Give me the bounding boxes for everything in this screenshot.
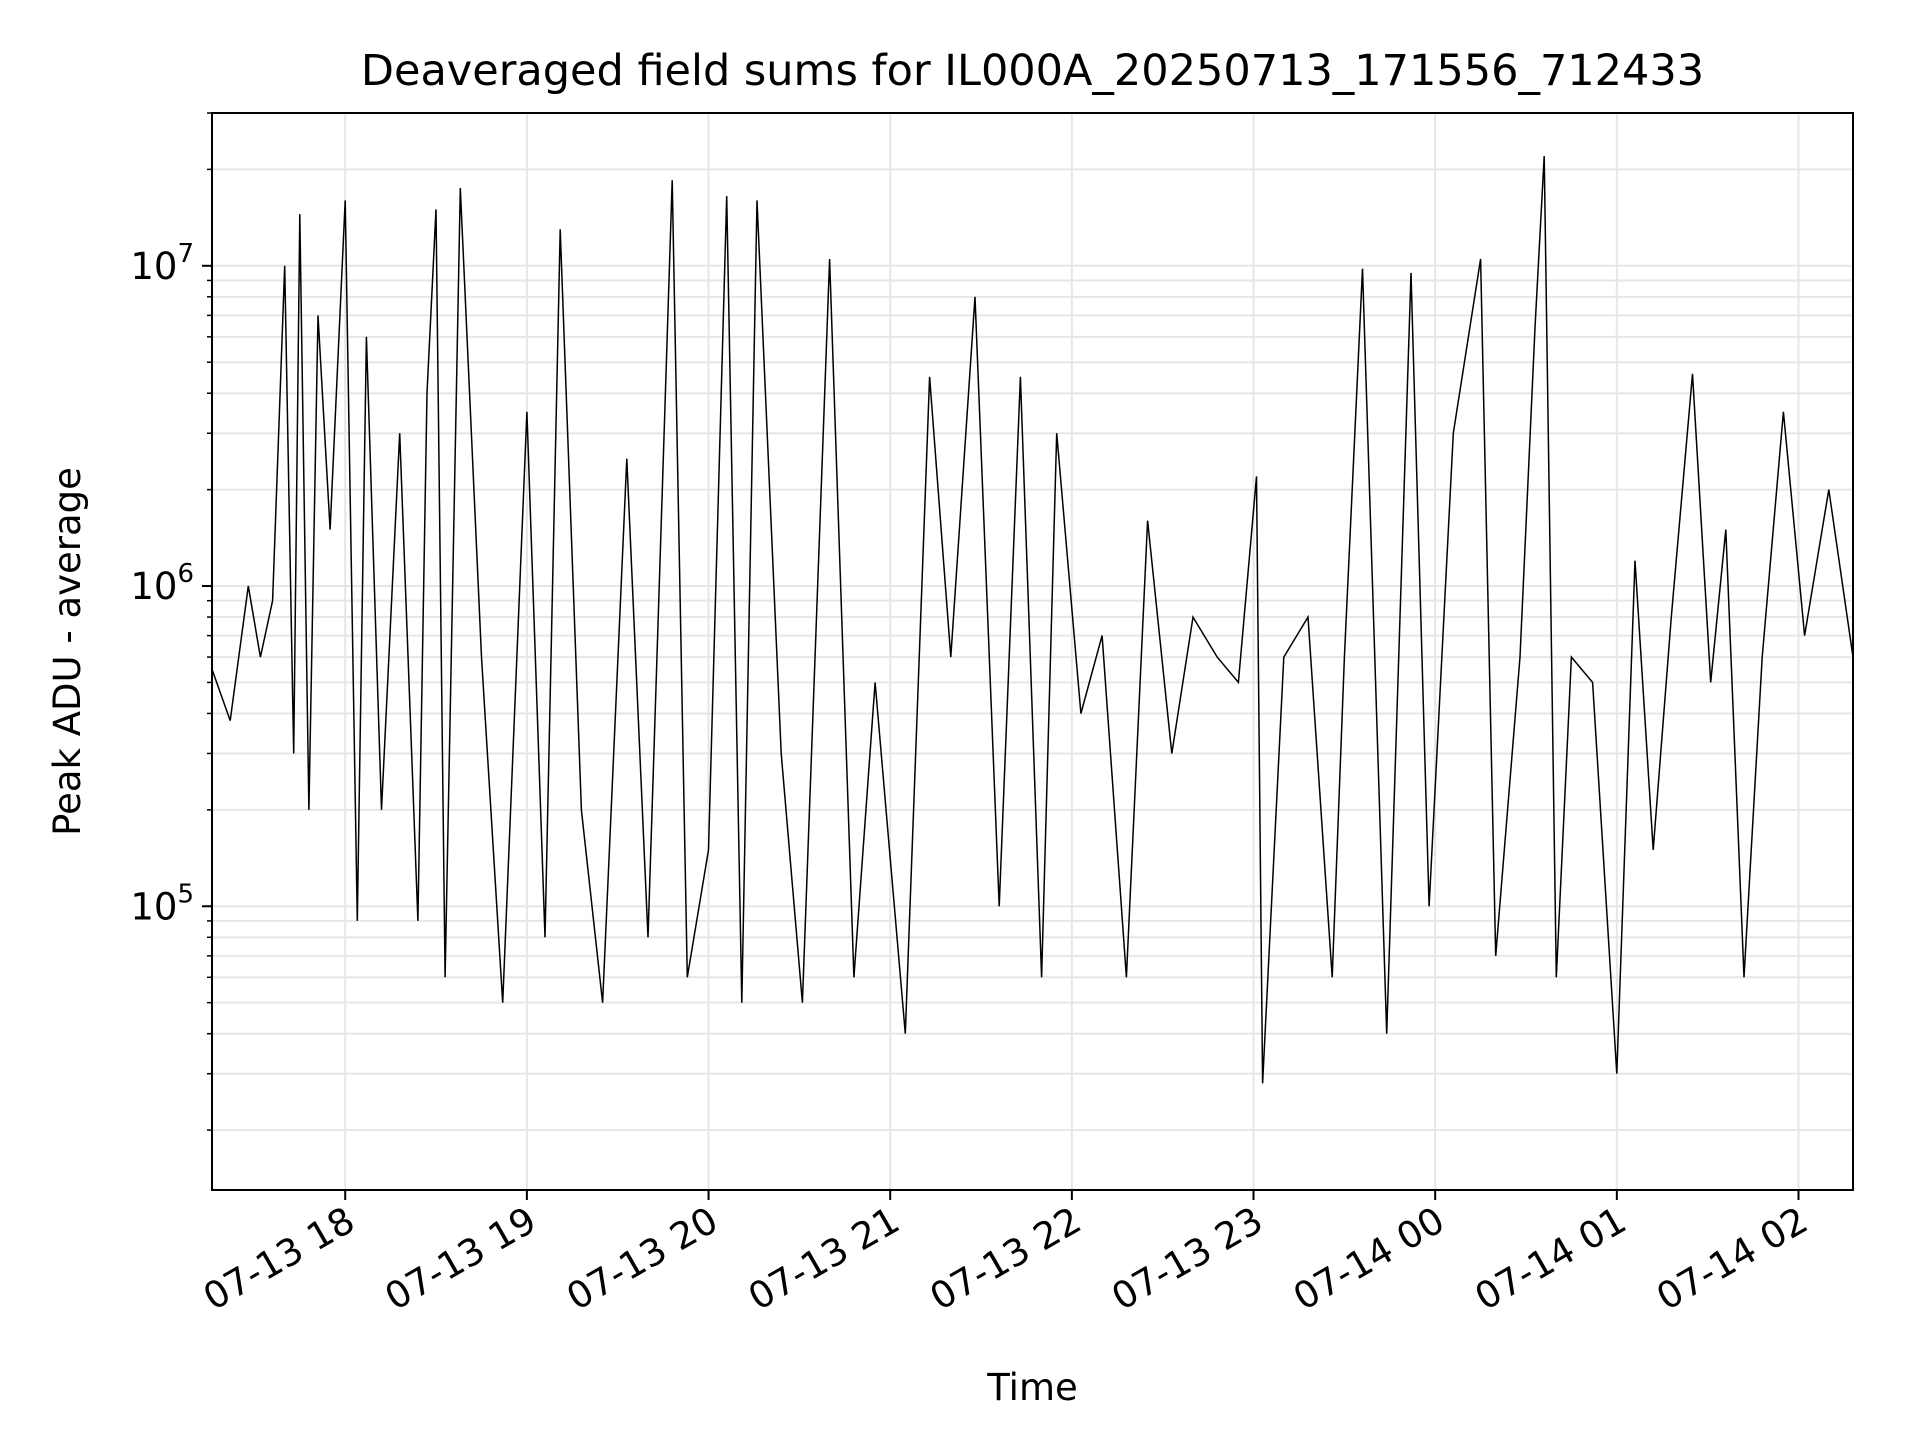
y-axis-label: Peak ADU - average <box>46 467 89 836</box>
grid <box>212 112 1853 1190</box>
series-line <box>211 156 1854 1084</box>
y-tick-label: 106 <box>130 559 194 608</box>
chart-title: Deaveraged field sums for IL000A_2025071… <box>361 46 1704 96</box>
x-axis-label: Time <box>986 1366 1078 1409</box>
y-tick-label: 105 <box>130 879 194 928</box>
series-layer <box>211 156 1854 1084</box>
plot-frame <box>211 112 1854 1191</box>
y-tick-label: 107 <box>130 239 194 288</box>
